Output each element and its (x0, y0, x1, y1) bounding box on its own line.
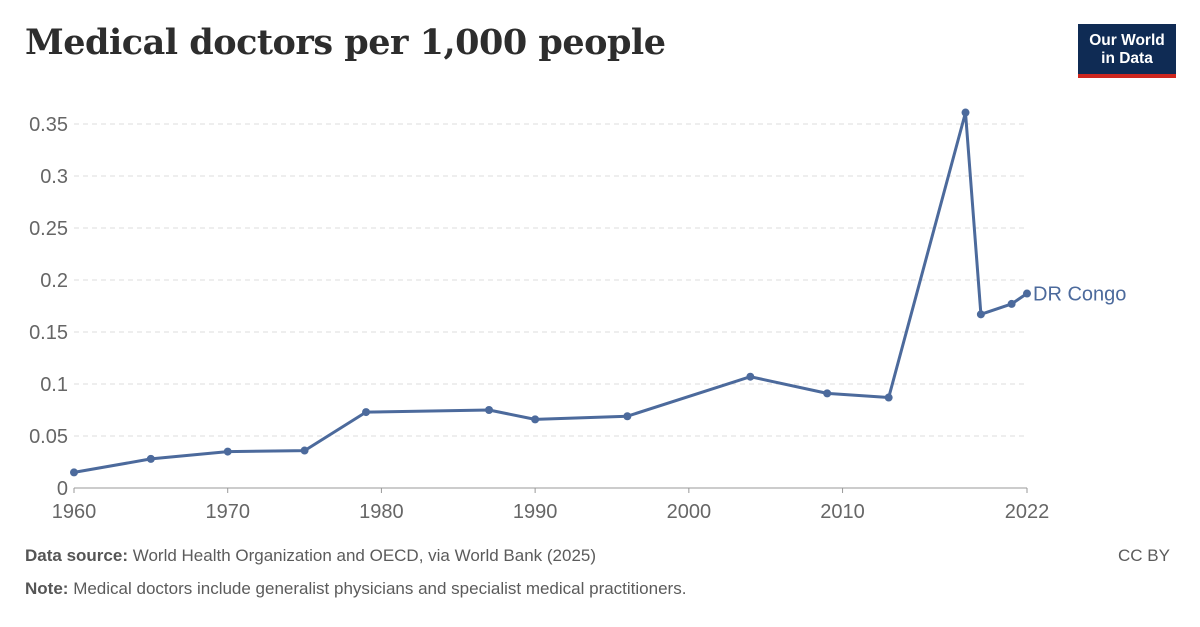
x-tick-label: 2000 (667, 501, 712, 523)
axes: 0 0.05 0.1 0.15 0.2 0.25 0.3 0.35 1960 1970 1980 19… (29, 114, 1049, 523)
data-point (485, 406, 494, 414)
data-point (976, 310, 985, 319)
series-line (72, 111, 1029, 474)
series-label[interactable]: DR Congo (1033, 284, 1126, 306)
data-point (70, 468, 78, 477)
line-chart: 0 0.05 0.1 0.15 0.2 0.25 0.3 0.35 1960 1970 1980 19… (29, 108, 1126, 523)
x-tick-label: 2010 (820, 501, 865, 523)
data-point (623, 412, 632, 421)
x-tick-label: 1990 (513, 501, 558, 523)
license-link[interactable]: CC BY (1118, 546, 1170, 565)
series-layer: DR Congo (70, 108, 1126, 477)
y-tick-label: 0.2 (40, 270, 68, 292)
chart-title: Medical doctors per 1,000 people (25, 22, 666, 63)
x-tick-label: 1970 (205, 501, 250, 523)
gridlines (74, 123, 1027, 437)
our-world-in-data-logo[interactable]: Our World in Data (1078, 24, 1176, 78)
y-tick-label: 0.15 (29, 322, 68, 344)
x-tick-label: 1980 (359, 501, 404, 523)
data-point (884, 393, 893, 402)
data-point (146, 454, 155, 463)
data-source-text[interactable]: World Health Organization and OECD, via … (132, 546, 597, 565)
y-tick-label: 0.35 (29, 114, 68, 136)
note-label: Note: (25, 579, 69, 598)
data-point (223, 447, 232, 456)
data-source-label: Data source: (25, 546, 128, 565)
logo-line-1: Our World (1089, 32, 1165, 49)
note-text: Medical doctors include generalist physi… (73, 579, 687, 598)
data-point (300, 446, 309, 455)
data-point (746, 372, 755, 381)
data-point (362, 408, 371, 417)
logo-line-2: in Data (1101, 50, 1153, 67)
y-tick-label: 0.1 (40, 374, 68, 396)
x-tick-label: 2022 (1005, 501, 1050, 523)
y-tick-label: 0 (57, 478, 68, 500)
data-point (531, 415, 540, 424)
data-point (1023, 289, 1031, 298)
data-source: Data source: World Health Organization a… (25, 546, 596, 566)
x-tick-label: 1960 (52, 501, 97, 523)
chart-note: Note: Medical doctors include generalist… (25, 579, 686, 599)
y-tick-label: 0.05 (29, 426, 68, 448)
data-point (823, 389, 832, 398)
y-tick-label: 0.25 (29, 218, 68, 240)
data-point (961, 108, 970, 117)
data-point (1007, 299, 1016, 308)
y-tick-label: 0.3 (40, 166, 68, 188)
